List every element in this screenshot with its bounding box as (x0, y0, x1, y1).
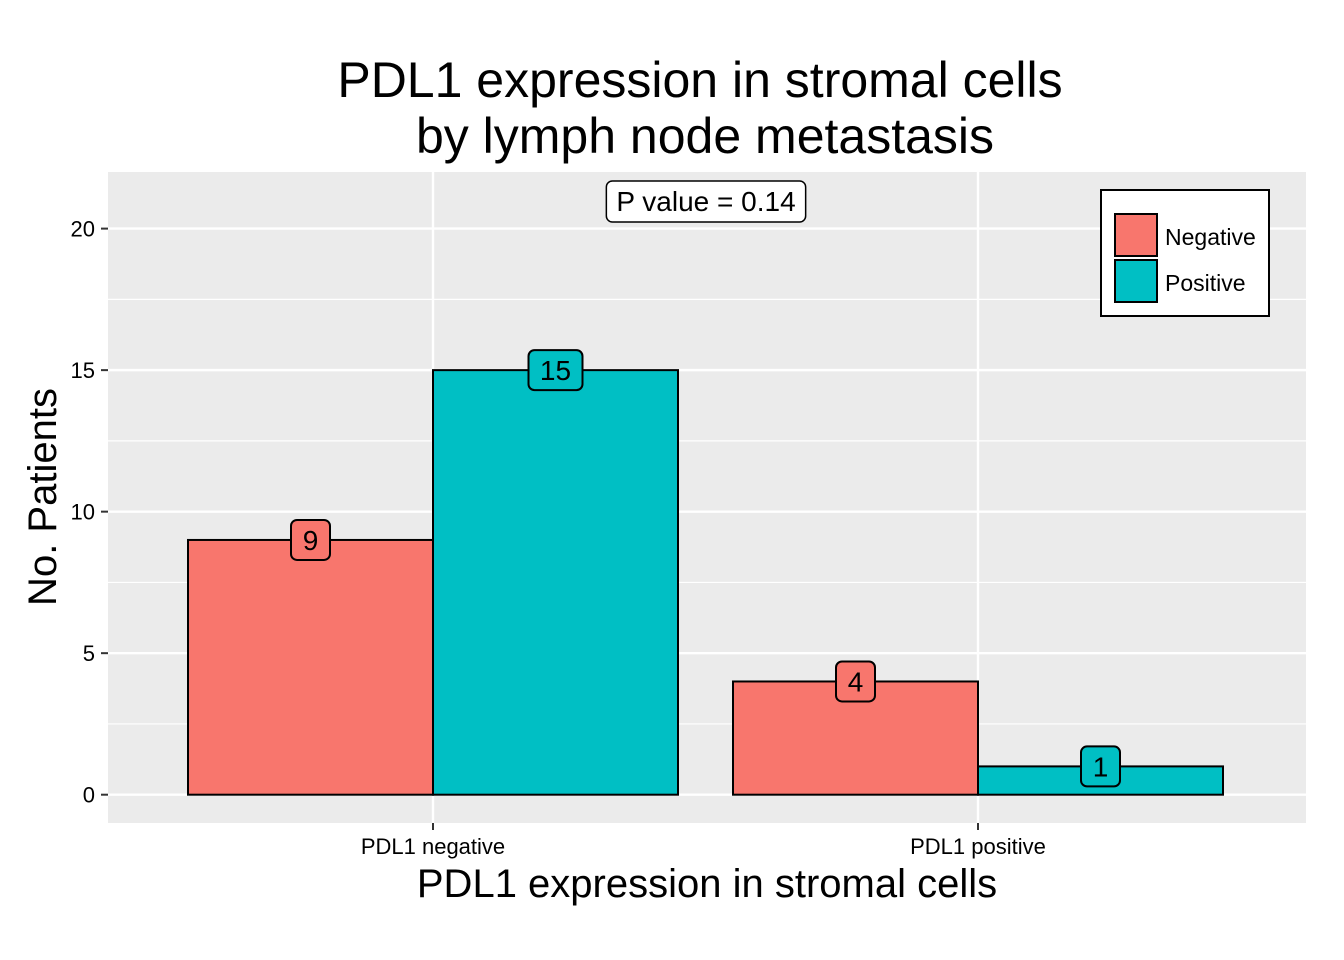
x-axis-title: PDL1 expression in stromal cells (417, 862, 997, 906)
data-label: 1 (1093, 751, 1109, 782)
legend-label-positive: Positive (1165, 270, 1246, 296)
chart-title-line-1: PDL1 expression in stromal cells (337, 52, 1062, 108)
legend: Negative Positive (1100, 189, 1270, 317)
legend-key-positive (1114, 259, 1158, 303)
x-axis: PDL1 negative PDL1 positive (361, 823, 1046, 859)
data-label: 4 (848, 666, 864, 697)
x-tick-label: PDL1 positive (910, 834, 1046, 859)
p-value-text: P value = 0.14 (616, 186, 795, 217)
data-labels: 9 15 4 1 (290, 349, 1121, 788)
x-tick-label: PDL1 negative (361, 834, 505, 859)
bars (187, 369, 1224, 796)
data-label-box (835, 660, 876, 703)
p-value-annotation: P value = 0.14 (605, 180, 807, 223)
y-tick-label: 10 (71, 500, 95, 525)
data-label-box (290, 518, 331, 561)
y-tick-label: 15 (71, 358, 95, 383)
y-tick-label: 20 (71, 217, 95, 242)
data-label-box (527, 349, 584, 392)
data-label: 15 (540, 355, 571, 386)
y-tick-label: 0 (83, 783, 95, 808)
y-tick-label: 5 (83, 641, 95, 666)
data-label: 9 (303, 525, 319, 556)
legend-label-negative: Negative (1165, 224, 1256, 250)
y-axis-title: No. Patients (21, 388, 65, 606)
legend-key-negative (1114, 213, 1158, 257)
y-axis: 0 5 10 15 20 (71, 217, 108, 808)
bar-negative-1 (187, 538, 434, 796)
p-value-box (605, 180, 807, 223)
chart-title-line-2: by lymph node metastasis (416, 108, 994, 164)
data-label-box (1080, 745, 1121, 788)
bar-positive-1 (432, 369, 679, 796)
